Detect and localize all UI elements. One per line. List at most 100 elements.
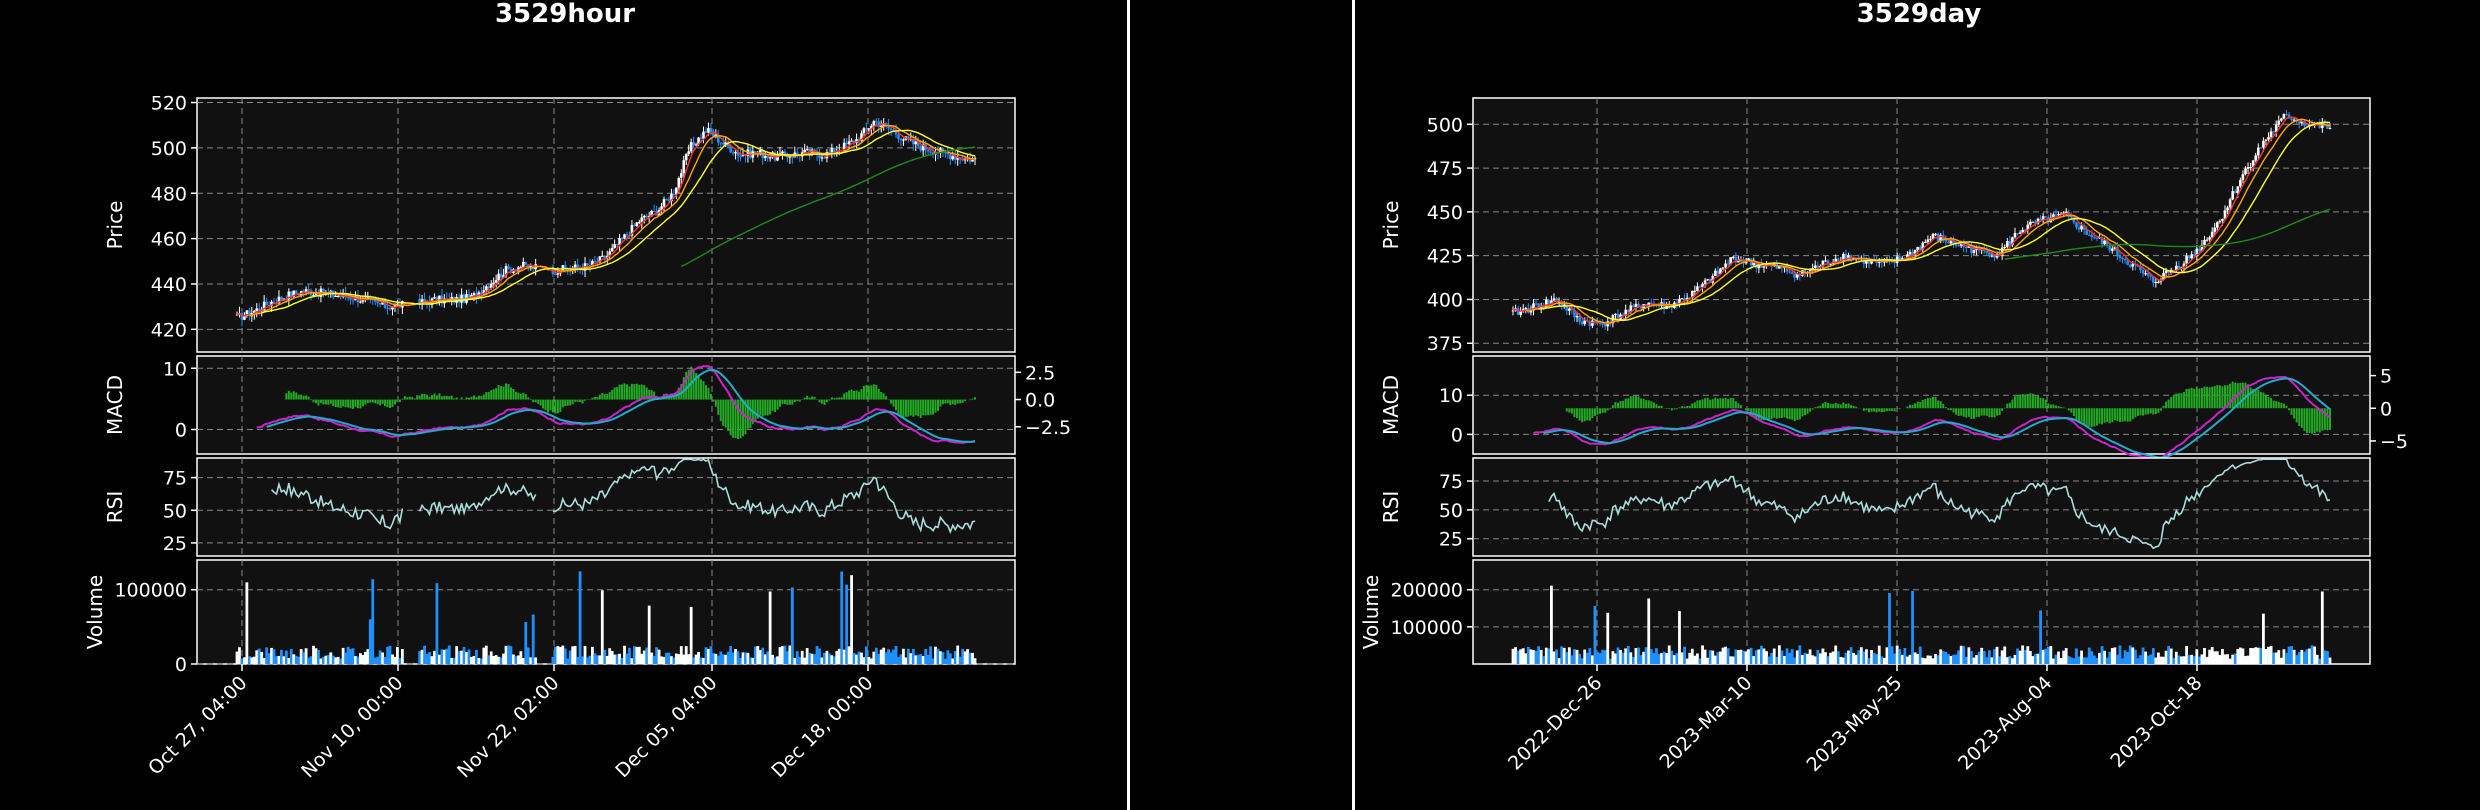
candle-body — [2031, 221, 2035, 223]
macd-hist-bar — [448, 396, 451, 400]
macd-hist-bar — [2152, 408, 2155, 415]
macd-hist-bar — [2272, 400, 2275, 409]
macd-hist-bar — [2180, 393, 2183, 409]
volume-bar — [2077, 656, 2081, 664]
candle-body — [2172, 269, 2176, 271]
macd-hist-bar — [707, 387, 710, 400]
volume-bar — [2180, 656, 2183, 664]
macd-hist-bar — [1996, 408, 1999, 416]
volume-bar — [635, 646, 639, 664]
candle-body — [899, 138, 903, 141]
macd-hist-bar — [791, 399, 794, 405]
macd-hist-bar — [554, 399, 557, 414]
volume-bar — [272, 649, 276, 664]
volume-bar — [2072, 658, 2076, 664]
volume-bar — [1944, 651, 1948, 664]
volume-bar — [2116, 654, 2119, 664]
volume-bar — [2085, 657, 2089, 664]
macd-hist-bar — [2298, 408, 2301, 427]
macd-hist-bar — [322, 399, 325, 405]
volume-bar — [252, 656, 256, 664]
candle-body — [633, 224, 636, 227]
volume-bar — [593, 653, 597, 664]
candle-body — [2093, 237, 2096, 239]
macd-hist-bar — [692, 369, 695, 400]
macd-hist-bar — [764, 399, 767, 416]
volume-bar — [2028, 650, 2032, 664]
ytick-label: 520 — [151, 93, 187, 115]
volume-bar — [1977, 651, 1981, 664]
macd-hist-bar — [714, 399, 717, 407]
xtick-label: 2023-May-25 — [1802, 672, 1906, 776]
macd-hist-bar — [1883, 408, 1886, 412]
volume-bar — [2200, 654, 2204, 664]
candle-body — [699, 137, 703, 139]
volume-bar — [758, 650, 762, 664]
candle-body — [1539, 306, 1543, 309]
macd-hist-bar — [514, 391, 517, 400]
volume-bar — [2287, 646, 2291, 664]
candle-body — [2285, 114, 2288, 116]
macd-hist-bar — [2211, 386, 2214, 409]
volume-bar — [586, 657, 589, 664]
volume-bar — [662, 656, 666, 664]
candle-body — [1998, 253, 2001, 257]
volume-bar — [1911, 590, 1914, 664]
volume-bar — [2141, 647, 2145, 664]
candle-body — [2303, 121, 2306, 126]
candle-body — [1844, 253, 1848, 260]
macd-hist-bar — [848, 390, 851, 400]
candle-body — [1711, 276, 1715, 283]
candle-body — [2044, 216, 2048, 218]
volume-bar — [1519, 649, 1523, 664]
macd-hist-bar — [964, 399, 967, 402]
candle-body — [593, 260, 597, 262]
volume-bar — [1900, 654, 1904, 664]
volume-bar — [640, 653, 644, 664]
volume-bar — [1537, 646, 1541, 664]
volume-bar — [2131, 647, 2135, 664]
candle-body — [791, 156, 794, 158]
macd-hist-bar — [729, 399, 732, 436]
candle-body — [591, 260, 594, 266]
candle-body — [865, 128, 868, 130]
macd-hist-bar — [650, 390, 653, 400]
volume-bar — [2254, 647, 2258, 664]
volume-bar — [637, 646, 641, 664]
volume-bar — [1946, 654, 1950, 664]
macd-hist-bar — [865, 385, 868, 400]
volume-bar — [2023, 649, 2027, 664]
volume-bar — [1890, 646, 1894, 664]
volume-bar — [462, 646, 466, 664]
right-ytick-label: 5 — [2380, 366, 2392, 388]
macd-hist-bar — [1844, 403, 1847, 409]
volume-bar — [2249, 648, 2253, 664]
candle-body — [2236, 186, 2240, 194]
volume-bar — [2100, 646, 2104, 664]
macd-hist-bar — [2136, 408, 2139, 416]
candle-body — [2198, 248, 2201, 252]
macd-hist-bar — [1939, 401, 1942, 409]
macd-hist-bar — [1632, 396, 1635, 409]
volume-bar — [746, 652, 750, 664]
macd-plot-area — [196, 355, 1016, 455]
volume-bar — [2208, 649, 2212, 664]
candle-body — [1934, 233, 1937, 235]
macd-hist-bar — [1660, 405, 1663, 409]
chart-panel-day: 3529day 375 400 425 450 475 500 Price 0 10 MACD −5 0… — [1352, 0, 2480, 810]
volume-bar — [1696, 653, 1699, 664]
xtick-label: 2023-Aug-04 — [1954, 672, 2056, 774]
macd-hist-bar — [337, 399, 340, 408]
macd-hist-bar — [872, 384, 875, 400]
macd-hist-bar — [2270, 397, 2273, 409]
macd-hist-bar — [628, 386, 631, 400]
volume-bar — [702, 657, 705, 664]
candle-body — [2256, 147, 2260, 156]
volume-bar — [2157, 652, 2160, 664]
candle-body — [509, 268, 513, 273]
macd-hist-bar — [1765, 408, 1768, 420]
candle-body — [1965, 246, 1968, 248]
candle-body — [1847, 255, 1850, 260]
candle-body — [2187, 256, 2191, 259]
